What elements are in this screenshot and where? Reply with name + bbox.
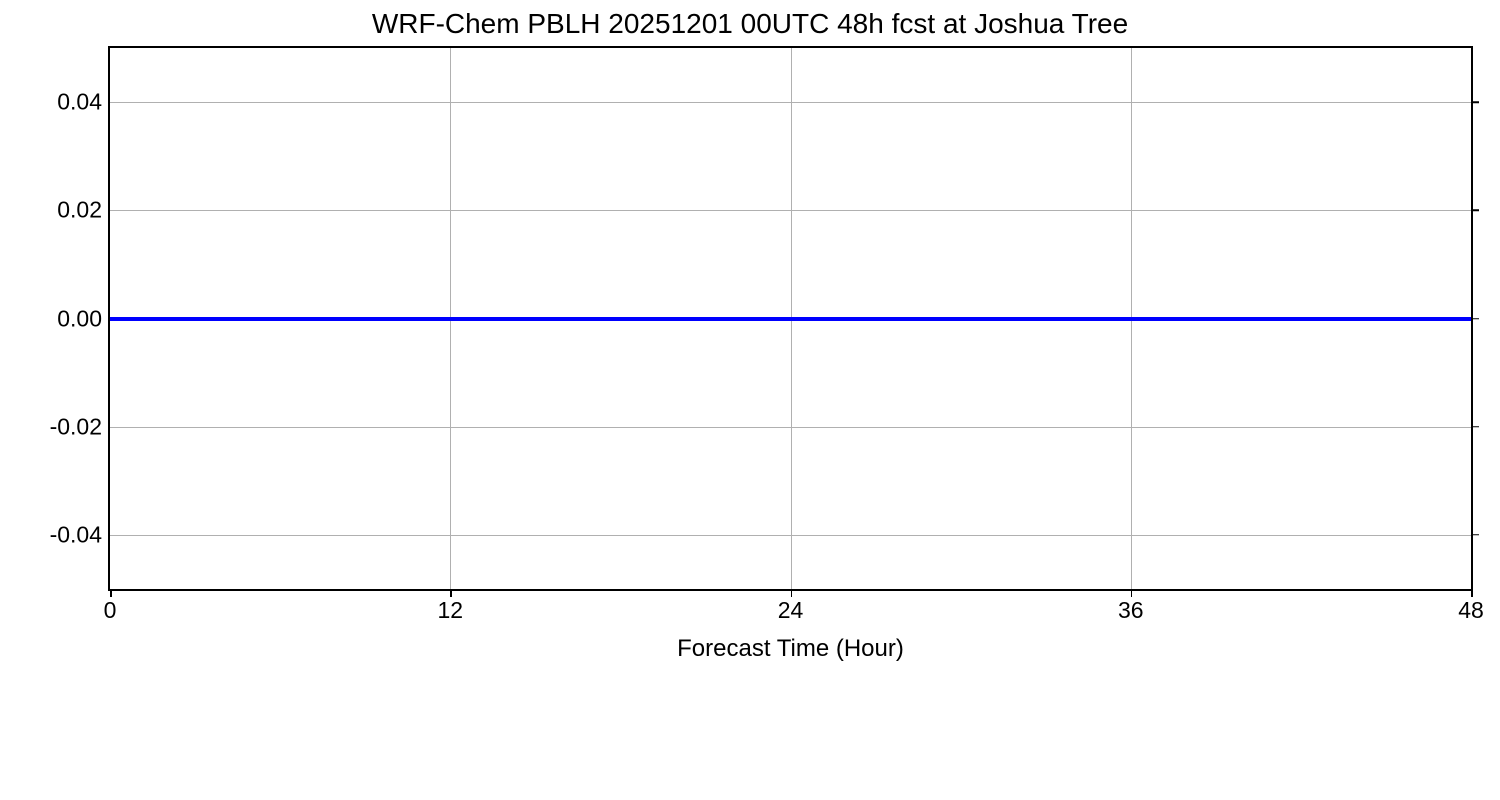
- x-tick-label: 36: [1118, 597, 1144, 624]
- y-tick-label: -0.02: [50, 413, 102, 440]
- chart-title: WRF-Chem PBLH 20251201 00UTC 48h fcst at…: [0, 8, 1500, 40]
- x-tick-mark: [1471, 589, 1473, 597]
- y-tick-label: 0.00: [57, 305, 102, 332]
- y-tick-mark: [1471, 210, 1479, 212]
- y-tick-mark: [1471, 101, 1479, 103]
- x-axis-label: Forecast Time (Hour): [677, 635, 904, 663]
- y-tick-mark: [1471, 318, 1479, 320]
- x-tick-label: 0: [104, 597, 117, 624]
- x-tick-label: 24: [778, 597, 804, 624]
- x-tick-mark: [450, 589, 452, 597]
- x-tick-label: 48: [1458, 597, 1484, 624]
- plot-area: 0.04 0.02 0.00 -0.02 -0.04 0 12 24 36 48…: [108, 46, 1473, 591]
- x-tick-mark: [110, 589, 112, 597]
- pblh-data-line: [110, 317, 1471, 321]
- y-tick-mark: [1471, 534, 1479, 536]
- x-tick-mark: [791, 589, 793, 597]
- x-tick-label: 12: [437, 597, 463, 624]
- x-tick-mark: [1131, 589, 1133, 597]
- y-tick-label: -0.04: [50, 521, 102, 548]
- y-tick-mark: [1471, 426, 1479, 428]
- chart-container: WRF-Chem PBLH 20251201 00UTC 48h fcst at…: [0, 0, 1500, 800]
- y-tick-label: 0.04: [57, 89, 102, 116]
- y-tick-label: 0.02: [57, 197, 102, 224]
